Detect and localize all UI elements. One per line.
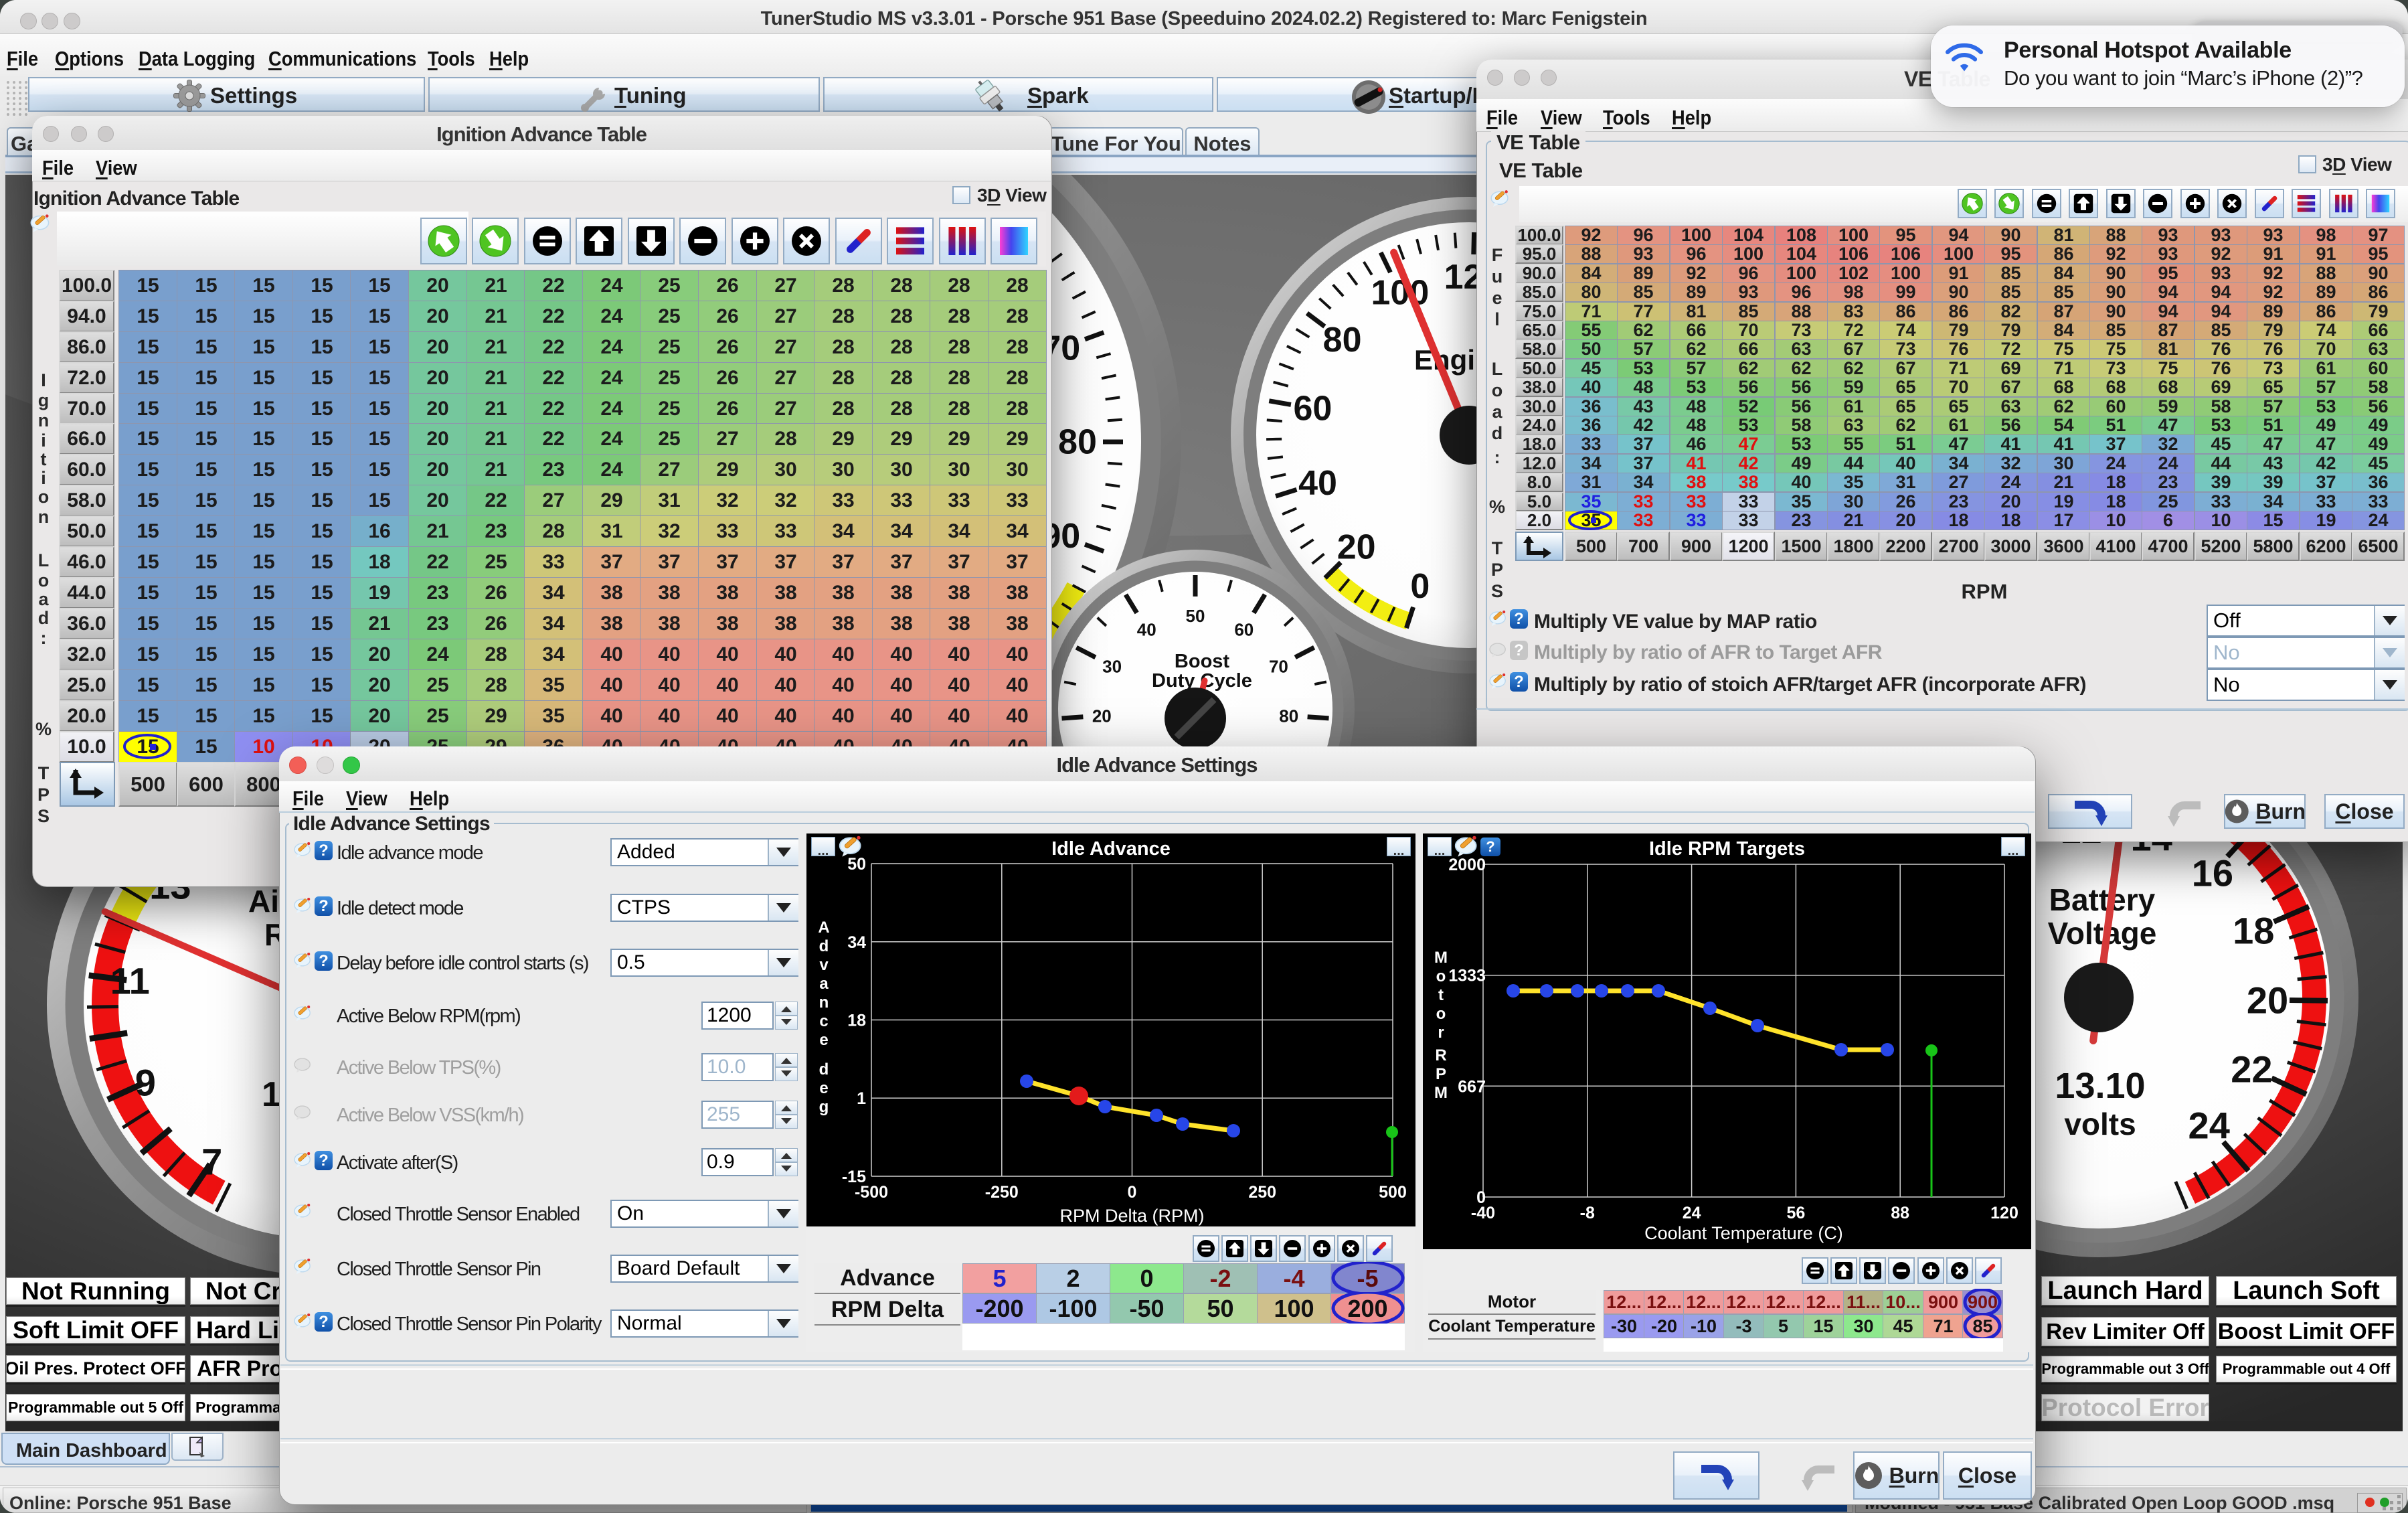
svg-text:50: 50 (1186, 606, 1205, 626)
svg-text:-8: -8 (1580, 1204, 1595, 1222)
svg-text:50: 50 (847, 855, 866, 874)
svg-text:250: 250 (1248, 1183, 1276, 1202)
svg-text:16: 16 (2192, 852, 2233, 894)
svg-text:Boost: Boost (1175, 651, 1230, 672)
svg-text:7: 7 (201, 1140, 222, 1182)
svg-text:volts: volts (2064, 1107, 2136, 1141)
svg-text:1: 1 (857, 1089, 866, 1108)
svg-text:18: 18 (847, 1012, 866, 1030)
svg-text:80: 80 (1058, 423, 1097, 462)
svg-text:RPM Delta (RPM): RPM Delta (RPM) (1059, 1206, 1204, 1226)
svg-text:-500: -500 (855, 1183, 888, 1202)
svg-text:500: 500 (1379, 1183, 1407, 1202)
svg-text:70: 70 (1269, 657, 1288, 677)
svg-text:100: 100 (1371, 273, 1430, 312)
svg-text:Battery: Battery (2049, 882, 2156, 917)
svg-text:60: 60 (1293, 390, 1332, 428)
svg-text:24: 24 (1683, 1204, 1701, 1222)
svg-text:88: 88 (1891, 1204, 1909, 1222)
svg-text:40: 40 (1137, 619, 1156, 639)
svg-text:20: 20 (1337, 528, 1376, 567)
svg-text:0: 0 (1410, 567, 1430, 606)
svg-text:0: 0 (1476, 1188, 1486, 1207)
svg-text:22: 22 (2231, 1048, 2272, 1090)
svg-text:18: 18 (2233, 910, 2274, 952)
svg-text:11: 11 (110, 959, 150, 1002)
svg-text:20: 20 (2247, 979, 2288, 1021)
svg-text:1333: 1333 (1448, 967, 1486, 985)
svg-text:9: 9 (135, 1062, 156, 1104)
svg-text:24: 24 (2188, 1105, 2230, 1147)
svg-text:2000: 2000 (1448, 856, 1486, 874)
svg-text:34: 34 (847, 933, 866, 952)
svg-text:80: 80 (1323, 321, 1362, 360)
svg-text:0: 0 (1128, 1183, 1137, 1202)
svg-text:30: 30 (1102, 657, 1122, 677)
svg-text:-15: -15 (842, 1168, 866, 1186)
svg-text:56: 56 (1786, 1204, 1805, 1222)
svg-text:60: 60 (1234, 619, 1254, 639)
svg-text:-250: -250 (985, 1183, 1019, 1202)
svg-text:80: 80 (1279, 706, 1298, 726)
svg-text:-40: -40 (1471, 1204, 1495, 1222)
svg-text:Coolant Temperature (C): Coolant Temperature (C) (1644, 1223, 1843, 1243)
svg-text:20: 20 (1092, 706, 1112, 726)
svg-text:667: 667 (1458, 1077, 1486, 1096)
svg-text:13.10: 13.10 (2055, 1066, 2145, 1106)
svg-text:40: 40 (1298, 464, 1337, 503)
svg-text:120: 120 (1990, 1204, 2018, 1222)
